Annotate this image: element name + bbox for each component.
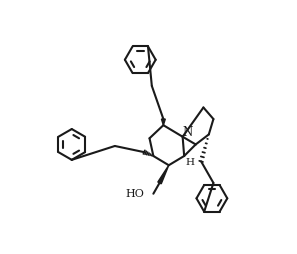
Polygon shape [162,119,165,125]
Text: H: H [186,158,195,167]
Text: N: N [182,126,192,139]
Text: HO: HO [125,189,144,199]
Polygon shape [158,165,169,184]
